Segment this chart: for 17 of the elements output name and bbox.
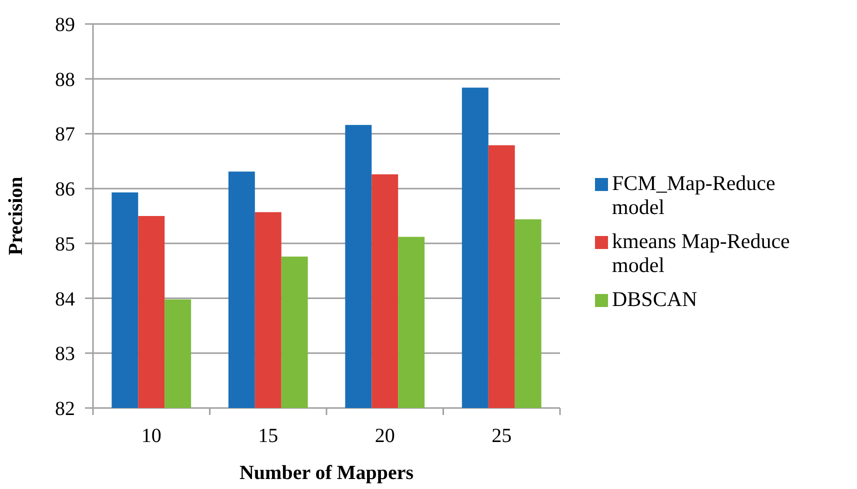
y-tick-label: 87	[55, 124, 75, 146]
y-tick-label: 89	[55, 14, 75, 36]
y-tick-label: 83	[55, 343, 75, 366]
y-tick-label: 82	[55, 398, 75, 420]
y-tick-label: 85	[55, 233, 75, 256]
x-tick-label: 15	[258, 425, 278, 447]
x-tick-label: 10	[141, 425, 162, 447]
y-axis-title: Precision	[5, 176, 27, 256]
legend-label: FCM_Map-Reduce model	[612, 171, 776, 219]
x-tick-label: 25	[492, 425, 512, 447]
x-axis-title: Number of Mappers	[239, 462, 414, 484]
legend-label: kmeans Map-Reduce model	[612, 229, 790, 277]
y-tick-label: 84	[55, 288, 75, 310]
legend-label: DBSCAN	[612, 287, 698, 311]
x-tick-label: 20	[374, 425, 395, 447]
y-tick-label: 86	[55, 178, 75, 201]
y-tick-label: 88	[55, 68, 75, 91]
